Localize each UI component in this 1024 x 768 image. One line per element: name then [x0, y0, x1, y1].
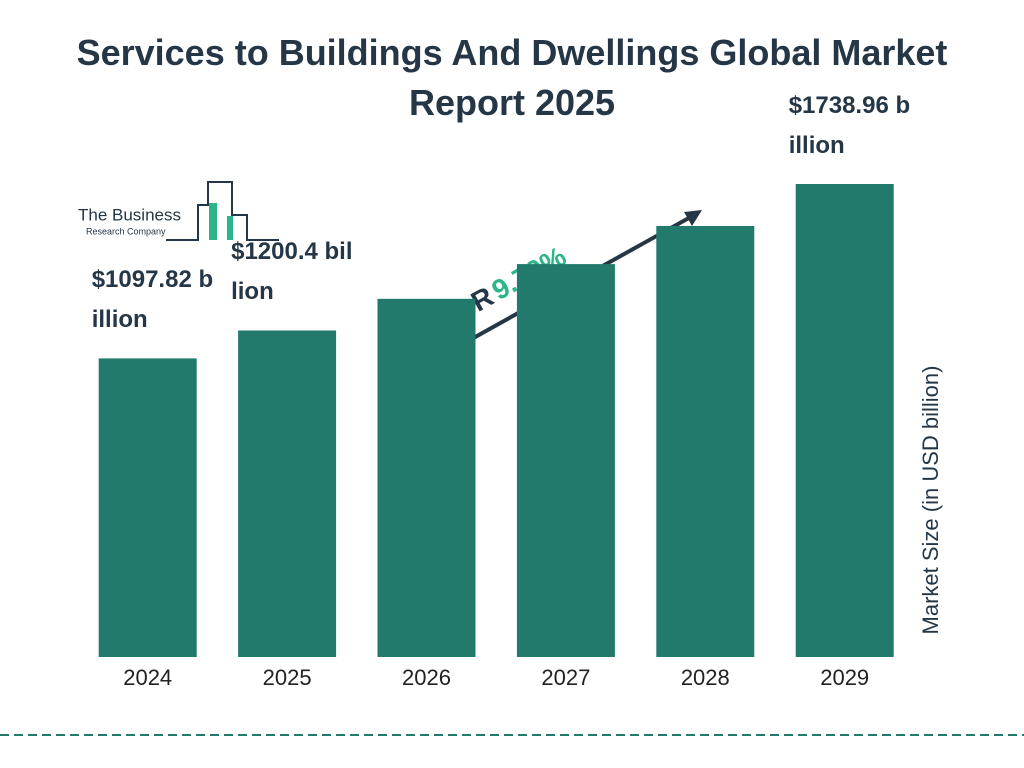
chart-title: Services to Buildings And Dwellings Glob… — [76, 32, 948, 123]
x-tick-label: 2025 — [263, 665, 312, 690]
x-tick-label: 2026 — [402, 665, 451, 690]
logo-outline — [166, 181, 279, 241]
bar — [98, 358, 197, 657]
y-axis-label: Market Size (in USD billion) — [918, 366, 943, 635]
bar — [516, 264, 615, 657]
value-label: $1738.96 billion — [788, 92, 911, 159]
cagr-arrowhead — [684, 210, 702, 226]
logo-bar — [209, 203, 217, 240]
bar — [656, 225, 755, 657]
x-tick-label: 2029 — [820, 665, 869, 690]
x-tick-label: 2024 — [123, 665, 172, 690]
bar — [377, 298, 476, 657]
logo-subtext: Research Company — [86, 226, 166, 236]
logo-text: The Business — [78, 205, 181, 224]
x-tick-label: 2027 — [541, 665, 590, 690]
value-label: $1200.4 billion — [231, 238, 353, 306]
x-tick-label: 2028 — [681, 665, 730, 690]
bar — [795, 184, 894, 657]
value-label: $1097.82 billion — [91, 266, 214, 334]
bar — [238, 330, 337, 657]
logo: The Business Research Company — [78, 181, 279, 241]
logo-bar — [227, 216, 233, 240]
